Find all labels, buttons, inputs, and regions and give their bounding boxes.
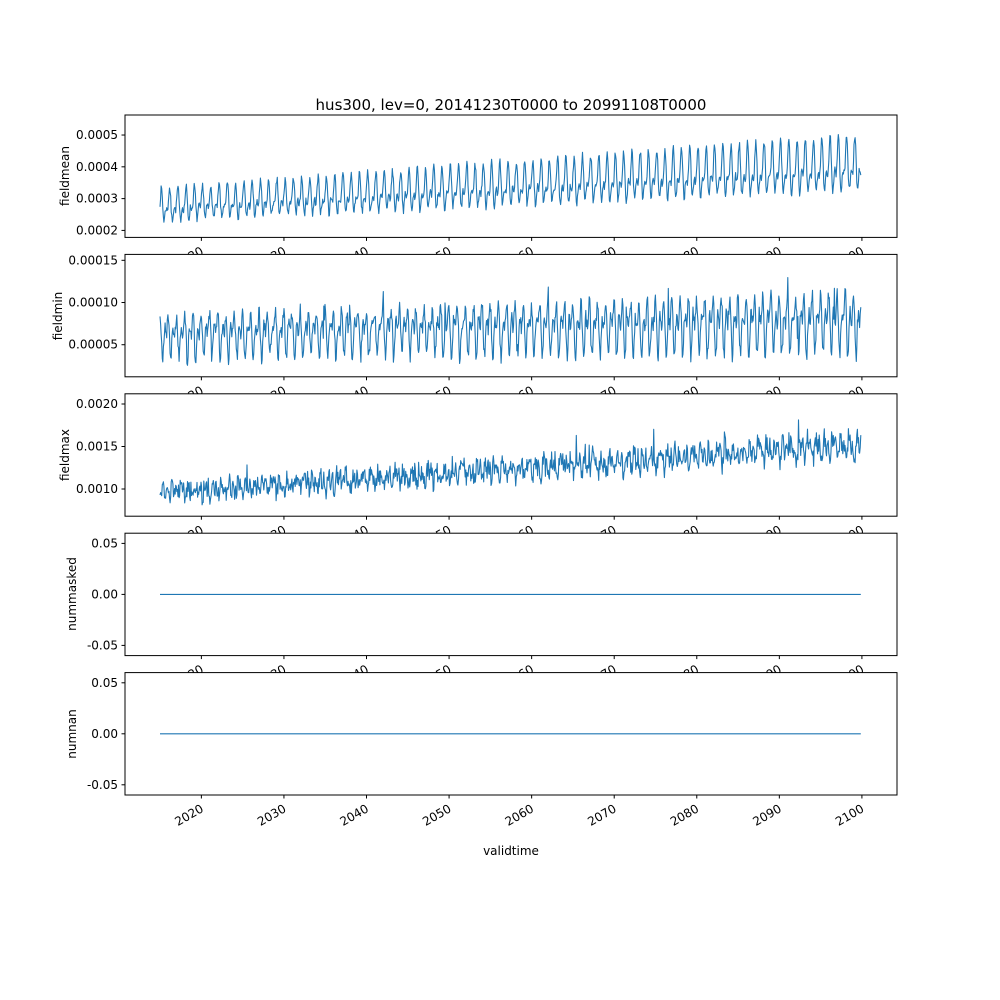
y-tick-label: -0.05 [87,638,118,652]
axes-frame [124,393,898,517]
y-tick-label: 0.05 [91,676,118,690]
y-axis-label-fieldmax: fieldmax [58,428,72,482]
y-tick-label: 0.00010 [68,296,118,310]
x-tick-label: 2060 [503,801,536,828]
subplot-fieldmax: 0.00100.00150.00202020203020402050206020… [76,393,898,550]
y-axis-label-fieldmin: fieldmin [51,291,65,341]
y-axis-label-numnan: numnan [65,709,79,759]
x-axis-label: validtime [483,844,539,858]
y-tick-label: 0.0005 [76,128,118,142]
chart-title: hus300, lev=0, 20141230T0000 to 20991108… [315,96,707,114]
y-tick-label: 0.0003 [76,192,118,206]
series-fieldmax [159,419,862,506]
y-tick-label: 0.00015 [68,253,118,267]
x-tick-label: 2030 [255,801,288,828]
y-tick-label: 0.0010 [76,482,118,496]
subplot-numnan: -0.05 0.00 0.05 2020 2030 2040 2050 2060 2070 208… [87,672,898,829]
x-tick-label: 2040 [338,801,371,828]
axes-frame [124,253,898,378]
axes-frame [124,114,898,238]
y-tick-label: 0.00 [91,587,118,601]
y-tick-label: 0.0020 [76,397,118,411]
x-tick-label: 2100 [833,801,866,828]
y-tick-label: 0.0004 [76,160,118,174]
subplot-fieldmean: 0.00020.00030.00040.00052020203020402050… [76,114,898,271]
y-tick-label: 0.0015 [76,440,118,454]
y-axis-label-fieldmean: fieldmean [58,146,72,206]
y-tick-label: 0.00005 [68,338,118,352]
y-tick-label: -0.05 [87,778,118,792]
series-fieldmin [159,277,862,366]
y-axis-label-nummasked: nummasked [65,557,79,631]
x-tick-label: 2090 [750,801,783,828]
y-tick-label: 0.05 [91,536,118,550]
y-tick-label: 0.00 [91,727,118,741]
subplot-nummasked: -0.050.000.05202020302040205020602070208… [87,532,898,689]
y-tick-label: 0.0002 [76,223,118,237]
x-tick-label: 2080 [668,801,701,828]
x-tick-label: 2070 [585,801,618,828]
series-fieldmean [159,133,862,223]
x-tick-label: 2050 [420,801,453,828]
x-tick-label: 2020 [172,801,205,828]
subplot-fieldmin: 0.000050.000100.000152020203020402050206… [68,253,898,411]
